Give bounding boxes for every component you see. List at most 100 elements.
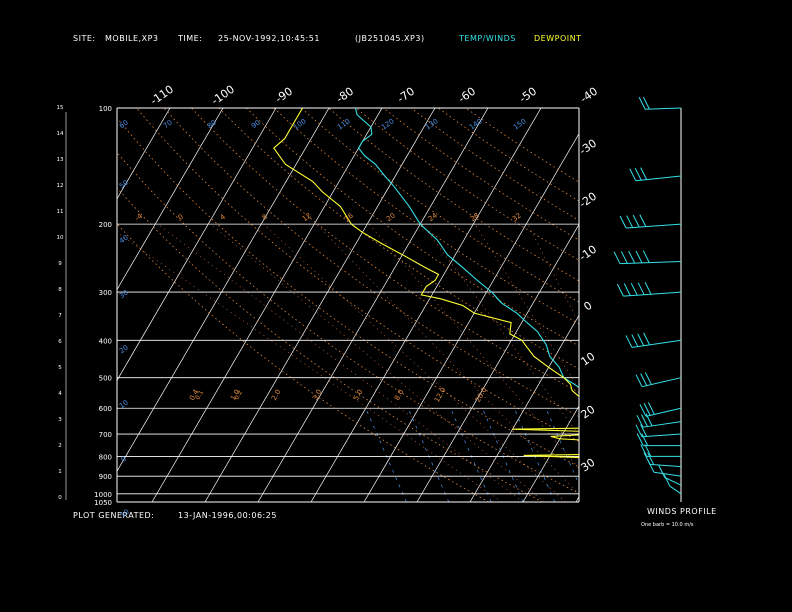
wind-barb-flag (636, 433, 644, 446)
wind-barb-flag (640, 167, 648, 180)
wind-barb-flag (643, 403, 651, 416)
plot-generated-label: PLOT GENERATED: (73, 511, 155, 520)
wind-barb-flag (644, 372, 652, 385)
dry-adiabat-curve (117, 151, 579, 494)
dry-adiabat-label: 80 (206, 119, 218, 131)
moist-adiabat-curve (581, 224, 693, 502)
dry-adiabat-curve (300, 108, 579, 303)
height-tick-label: 12 (57, 183, 64, 189)
isotherm-line (257, 108, 489, 502)
right-temp-label: -30 (577, 137, 599, 158)
height-tick-label: 9 (58, 261, 62, 267)
wind-barb-flag (642, 96, 650, 110)
moist-adiabat-label: -4 (134, 212, 145, 223)
wind-barb-flag (643, 452, 651, 465)
pressure-tick-label: 1050 (94, 499, 112, 507)
pressure-tick-label: 300 (99, 289, 112, 297)
pressure-tick-label: 1000 (94, 491, 112, 499)
height-tick-label: 10 (57, 235, 64, 241)
moist-adiabat-curve (210, 223, 545, 502)
winds-profile-title: WINDS PROFILE (647, 507, 717, 516)
height-tick-label: 0 (58, 495, 62, 501)
moist-adiabat-curve (368, 223, 579, 470)
dry-adiabat-curve (163, 108, 579, 417)
wind-barb-flag (626, 215, 634, 228)
wind-barb-staff (664, 477, 682, 486)
moist-adiabat-curve (263, 223, 566, 502)
wind-barb-flag (639, 214, 647, 227)
mixing-ratio-label: 0.1 (194, 389, 205, 401)
wind-barb-flag (663, 473, 671, 487)
site-label: SITE: (73, 34, 96, 43)
dry-adiabat-curve (136, 108, 579, 442)
mixing-ratio-line (365, 408, 407, 502)
isotherm-line (0, 108, 11, 502)
temperature-trace (354, 108, 579, 388)
isotherm-line (117, 108, 224, 291)
pressure-tick-label: 900 (99, 473, 112, 481)
height-tick-label: 4 (58, 391, 62, 397)
mixing-ratio-label: 0.2 (233, 389, 244, 401)
moist-adiabat-label: 24 (427, 211, 439, 223)
moist-adiabat-curve (157, 223, 524, 502)
wind-barb-staff (641, 433, 682, 438)
right-temp-label: -10 (577, 243, 599, 264)
height-tick-label: 15 (57, 105, 64, 111)
wind-barb-flag (639, 404, 647, 417)
top-temp-label: -80 (334, 85, 356, 106)
dry-adiabat-curve (328, 108, 579, 282)
dry-adiabat-label: 50 (118, 179, 130, 191)
mixing-ratio-line (407, 408, 450, 502)
top-temp-label: -110 (148, 83, 176, 108)
height-tick-label: 2 (58, 443, 62, 449)
height-tick-label: 13 (57, 157, 64, 163)
top-temp-label: -100 (209, 83, 237, 108)
pressure-tick-label: 800 (99, 453, 112, 461)
isotherm-line (575, 496, 579, 502)
wind-barb-flag (640, 373, 648, 386)
wind-barb-staff (635, 175, 682, 182)
isotherm-line (363, 133, 579, 502)
mixing-ratio-label: 12.0 (433, 386, 448, 404)
wind-barb-flag (632, 214, 640, 228)
mixing-ratio-line (450, 408, 492, 502)
wind-barb-flag (637, 282, 645, 295)
wind-barb-staff (631, 339, 682, 348)
dewpoint-trace (273, 108, 579, 459)
pressure-tick-label: 100 (99, 105, 112, 113)
top-temp-label: -50 (517, 85, 539, 106)
legend-temp: TEMP/WINDS (459, 34, 516, 43)
wind-barb-staff (642, 421, 682, 428)
wind-barb-flag (629, 168, 637, 182)
pressure-tick-label: 200 (99, 221, 112, 229)
dry-adiabat-label: 90 (250, 119, 262, 131)
wind-barb-flag (637, 333, 645, 346)
wind-barb-flag (643, 332, 651, 346)
wind-barb-flag (631, 334, 639, 347)
moist-adiabat-label: 12 (301, 212, 313, 224)
pressure-tick-label: 700 (99, 431, 112, 439)
wind-barb-flag (641, 433, 649, 446)
top-temp-label: -40 (578, 85, 600, 106)
height-tick-label: 14 (57, 131, 64, 137)
dry-adiabat-label: 10 (118, 399, 130, 411)
moist-adiabat-label: 4 (219, 212, 228, 221)
dry-adiabat-label: 130 (424, 117, 440, 131)
height-tick-label: 11 (57, 209, 64, 215)
moist-adiabat-label: 0 (177, 213, 185, 222)
wind-barb-flag (638, 97, 646, 110)
wind-barb-flag (644, 281, 652, 295)
wind-barb-staff (669, 485, 682, 495)
wind-barb-flag (625, 335, 633, 348)
right-temp-label: 30 (579, 456, 598, 475)
pressure-tick-label: 500 (99, 375, 112, 383)
wind-barb-flag (619, 215, 627, 229)
wind-barb-flag (640, 444, 648, 457)
height-tick-label: 3 (58, 417, 62, 423)
wind-barb-flag (628, 250, 636, 264)
moist-adiabat-curve (421, 223, 579, 436)
isotherm-line (117, 108, 171, 200)
wind-barb-flag (641, 414, 648, 427)
dry-adiabat-curve (438, 108, 579, 202)
isotherm-line (151, 108, 383, 502)
